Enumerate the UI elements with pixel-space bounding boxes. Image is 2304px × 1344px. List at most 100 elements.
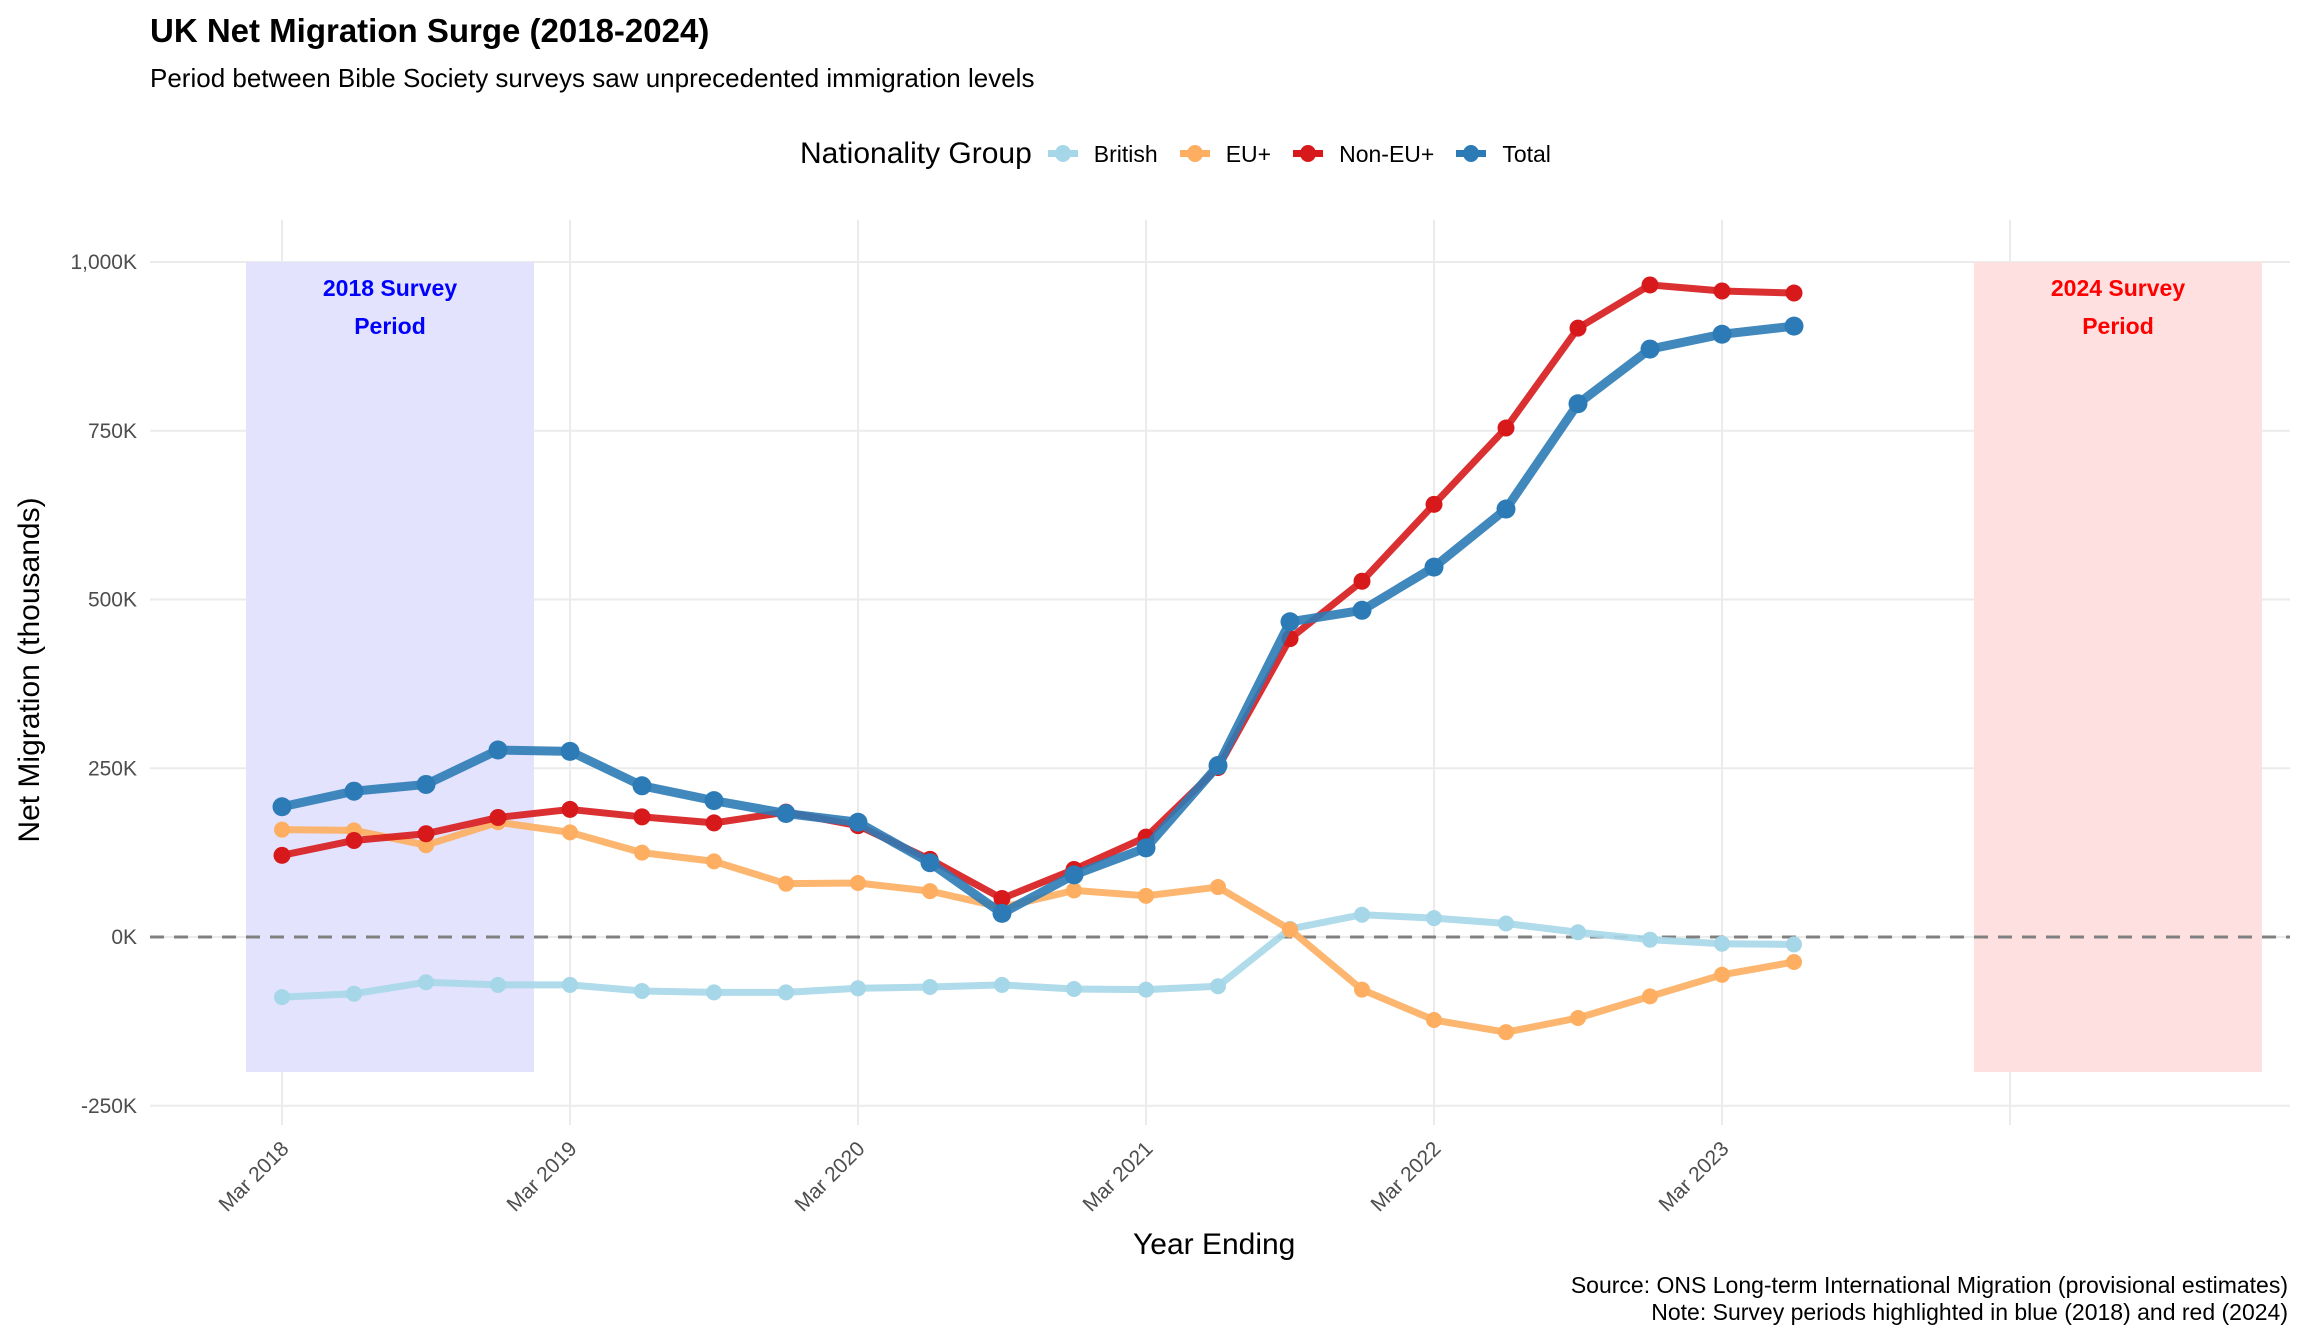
caption: Source: ONS Long-term International Migr… <box>1571 1272 2288 1326</box>
data-point-total <box>272 797 292 817</box>
y-tick-label: 0K <box>111 926 137 949</box>
legend-title: Nationality Group <box>800 137 1032 170</box>
chart-subtitle: Period between Bible Society surveys saw… <box>150 63 1035 93</box>
data-point-british <box>274 989 290 1006</box>
legend-label-eu: EU+ <box>1225 140 1272 167</box>
survey-band-2018 <box>246 262 534 1072</box>
data-point-non-eu <box>273 846 291 864</box>
data-point-total <box>920 853 940 873</box>
survey-label-2024: Period <box>2082 313 2154 339</box>
chart-title: UK Net Migration Surge (2018-2024) <box>150 12 710 49</box>
x-tick-label: Mar 2018 <box>215 1137 294 1216</box>
data-point-non-eu <box>561 800 579 818</box>
data-point-non-eu <box>993 890 1011 908</box>
survey-band-2024 <box>1974 262 2262 1072</box>
data-point-total <box>1568 394 1588 414</box>
data-point-eu <box>922 883 938 900</box>
survey-label-2018: Period <box>354 313 426 339</box>
data-point-british <box>850 980 866 997</box>
data-point-eu <box>1354 981 1370 998</box>
data-point-eu <box>850 875 866 891</box>
y-tick-label: 500K <box>88 589 137 612</box>
data-point-non-eu <box>1785 284 1803 302</box>
data-point-total <box>1352 600 1372 620</box>
data-point-eu <box>1066 882 1082 899</box>
data-point-total <box>632 776 652 796</box>
legend-item-british: British <box>1047 140 1158 168</box>
data-point-non-eu <box>1353 572 1371 590</box>
data-point-total <box>992 903 1012 923</box>
y-tick-label: -250K <box>81 1095 137 1118</box>
data-point-non-eu <box>1641 276 1659 294</box>
x-tick-label: Mar 2023 <box>1655 1137 1734 1216</box>
data-point-total <box>776 803 796 823</box>
data-point-total <box>560 741 580 761</box>
data-point-total <box>1064 865 1084 885</box>
data-point-non-eu <box>1425 495 1443 513</box>
data-point-total <box>1424 557 1444 577</box>
data-point-british <box>418 974 434 991</box>
y-tick-label: 750K <box>88 420 137 443</box>
data-point-total <box>1640 339 1660 359</box>
series-line-british <box>281 911 1795 1001</box>
data-point-british <box>922 978 938 995</box>
legend-key-british <box>1047 141 1078 167</box>
data-point-total <box>1136 838 1156 858</box>
legend-key-eu <box>1179 141 1210 167</box>
legend-label-british: British <box>1093 140 1158 167</box>
data-point-non-eu <box>489 809 507 827</box>
data-point-british <box>1714 935 1730 952</box>
legend-item-non-eu: Non-EU+ <box>1293 141 1434 168</box>
caption-source: Source: ONS Long-term International Migr… <box>1570 1272 2288 1298</box>
data-point-british <box>634 983 650 999</box>
data-point-non-eu <box>345 831 363 849</box>
legend-key-total <box>1456 141 1487 167</box>
data-point-eu <box>1642 988 1658 1005</box>
legend-key-non-eu <box>1293 141 1324 167</box>
data-point-eu <box>274 821 290 838</box>
data-point-total <box>1784 316 1804 336</box>
data-point-total <box>848 812 868 832</box>
survey-label-2024: 2024 Survey <box>2051 275 2185 301</box>
survey-label-2018: 2018 Survey <box>323 275 457 301</box>
data-point-eu <box>634 844 650 861</box>
data-point-british <box>490 976 506 993</box>
data-point-eu <box>1498 1024 1514 1041</box>
data-point-total <box>416 774 436 794</box>
data-point-eu <box>1570 1010 1586 1026</box>
data-point-total <box>1280 612 1300 632</box>
data-point-british <box>994 976 1010 993</box>
data-point-eu <box>1282 921 1298 938</box>
data-point-british <box>1354 906 1370 923</box>
caption-note: Note: Survey periods highlighted in blue… <box>1651 1299 2288 1325</box>
x-tick-label: Mar 2019 <box>503 1137 582 1216</box>
data-point-total <box>1496 499 1516 519</box>
data-point-british <box>1138 981 1154 998</box>
data-point-total <box>1712 324 1732 344</box>
x-tick-label: Mar 2022 <box>1367 1137 1446 1216</box>
series-line-total <box>281 321 1795 918</box>
data-point-eu <box>1714 966 1730 983</box>
data-point-british <box>346 985 362 1002</box>
data-point-eu <box>562 824 578 841</box>
legend-item-eu: EU+ <box>1179 140 1272 168</box>
data-point-british <box>1786 936 1802 953</box>
data-point-eu <box>1786 953 1802 970</box>
data-point-non-eu <box>1497 419 1515 437</box>
data-point-total <box>344 781 364 801</box>
data-point-eu <box>706 853 722 870</box>
data-point-british <box>562 976 578 993</box>
data-point-eu <box>1210 879 1226 896</box>
data-point-non-eu <box>705 814 723 832</box>
x-tick-label: Mar 2021 <box>1079 1137 1158 1216</box>
x-tick-label: Mar 2020 <box>791 1137 870 1216</box>
data-point-non-eu <box>417 825 435 843</box>
data-point-eu <box>778 875 794 892</box>
data-point-eu <box>1426 1012 1442 1029</box>
data-point-british <box>706 984 722 1001</box>
y-tick-label: 1,000K <box>70 251 137 274</box>
data-point-british <box>778 984 794 1001</box>
y-tick-label: 250K <box>88 757 137 780</box>
legend: Nationality Group British EU+ Non-EU+ To… <box>800 134 1573 174</box>
